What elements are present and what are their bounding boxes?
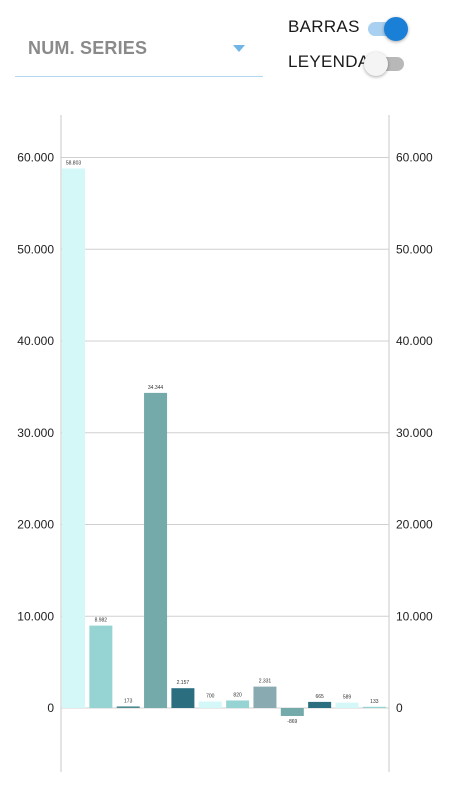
y-axis-left-tick-label: 20.000 — [17, 518, 54, 532]
chart-bar — [253, 686, 277, 708]
bar-value-label: 58.803 — [66, 160, 82, 166]
legend-toggle-knob — [364, 52, 388, 76]
chart-bar — [116, 706, 140, 708]
bar-value-label: 665 — [315, 694, 324, 700]
bars-toggle-label: BARRAS — [288, 17, 360, 36]
y-axis-right-tick-label: 30.000 — [396, 426, 433, 440]
legend-toggle-label: LEYENDA — [288, 52, 370, 71]
y-axis-left-tick-label: 0 — [47, 701, 54, 715]
bars-toggle-row: BARRAS — [288, 15, 418, 41]
chart-bar — [362, 706, 386, 708]
legend-toggle-row: LEYENDA — [288, 50, 418, 76]
bar-value-label: 133 — [370, 699, 379, 705]
y-axis-left-tick-label: 30.000 — [17, 426, 54, 440]
y-axis-left-tick-label: 60.000 — [17, 151, 54, 165]
bar-value-label: 8.982 — [95, 618, 108, 624]
chart-bar — [308, 701, 332, 708]
bars-toggle-knob — [384, 17, 408, 41]
y-axis-right-tick-label: 20.000 — [396, 518, 433, 532]
y-axis-right-tick-label: 60.000 — [396, 151, 433, 165]
series-select-label: NUM. SERIES — [28, 38, 148, 58]
chart-bar — [335, 702, 359, 708]
bar-value-label: 820 — [233, 692, 242, 698]
y-axis-left-tick-label: 40.000 — [17, 334, 54, 348]
series-select[interactable]: NUM. SERIES — [15, 28, 263, 77]
y-axis-left-tick-label: 10.000 — [17, 609, 54, 623]
y-axis-right-tick-label: 40.000 — [396, 334, 433, 348]
bar-value-label: 34.344 — [148, 385, 164, 391]
chart-bar — [89, 625, 113, 708]
bar-value-label: -869 — [287, 719, 297, 725]
chart-bar — [62, 168, 85, 708]
bar-value-label: 2.331 — [259, 679, 272, 685]
bar-value-label: 589 — [343, 695, 352, 701]
y-axis-right-tick-label: 10.000 — [396, 609, 433, 623]
y-axis-right-tick-label: 50.000 — [396, 242, 433, 256]
chart-bar — [171, 688, 195, 708]
dropdown-arrow-icon — [233, 45, 245, 52]
legend-toggle-switch[interactable] — [364, 52, 406, 76]
bar-value-label: 700 — [206, 694, 215, 700]
chart-bar — [198, 701, 222, 708]
chart-bar — [226, 700, 250, 708]
chart-bar — [280, 708, 304, 716]
bar-value-label: 173 — [124, 698, 133, 704]
y-axis-left-tick-label: 50.000 — [17, 242, 54, 256]
y-axis-right-tick-label: 0 — [396, 701, 403, 715]
chart-bar — [144, 392, 168, 708]
bar-value-label: 2.157 — [177, 680, 190, 686]
bars-toggle-switch[interactable] — [368, 17, 408, 41]
